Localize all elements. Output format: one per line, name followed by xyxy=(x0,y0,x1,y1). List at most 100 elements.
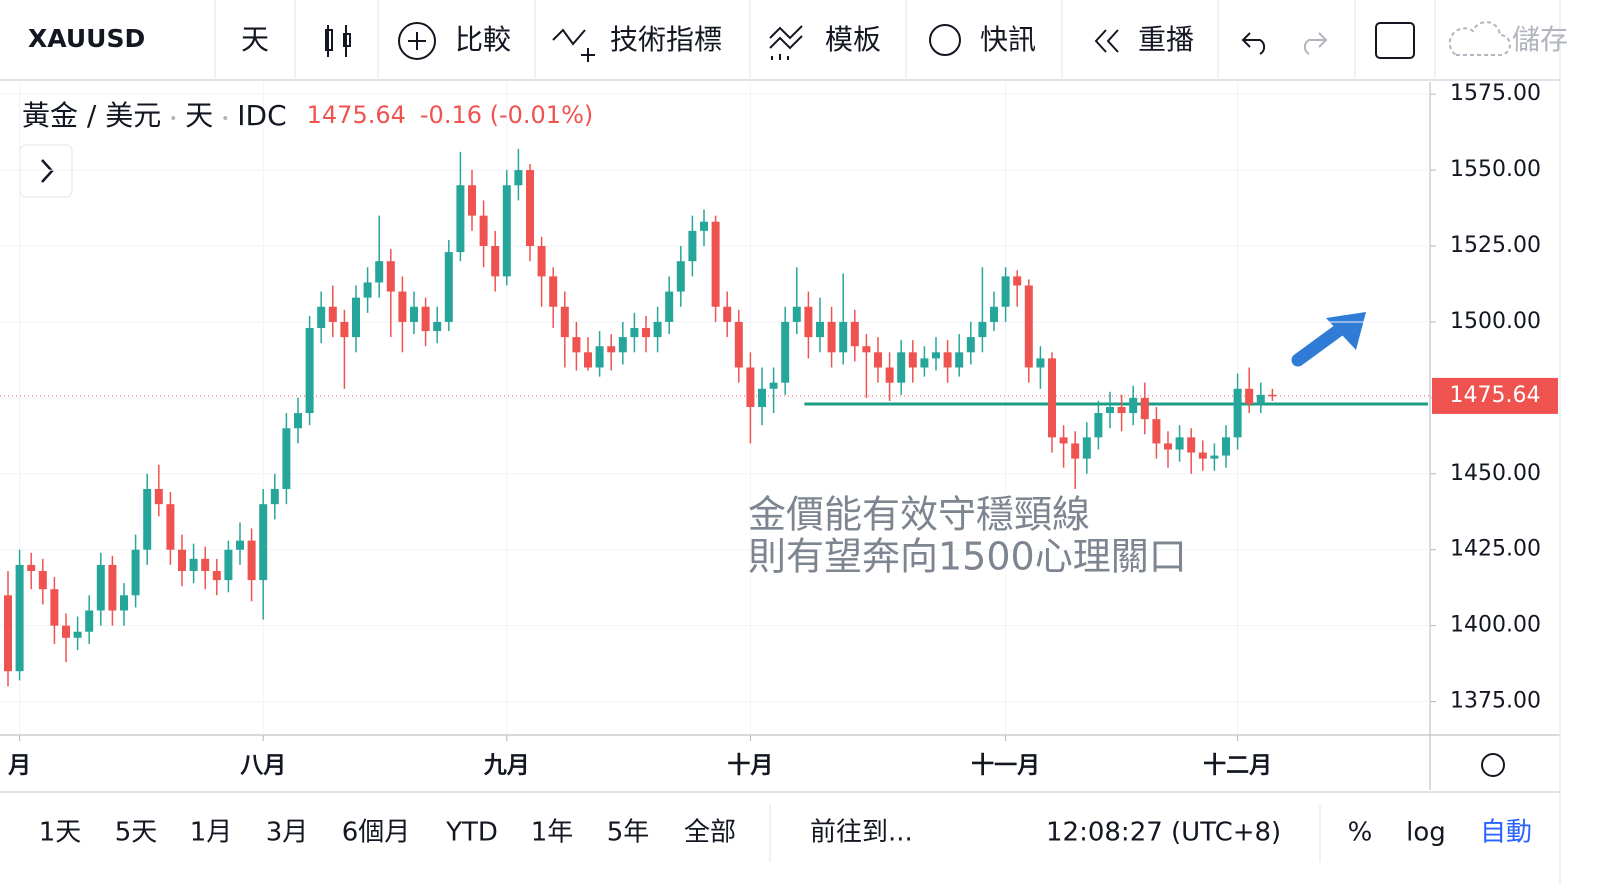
candle-body xyxy=(990,306,998,322)
candle-body xyxy=(595,346,604,368)
scale-option[interactable]: % xyxy=(1348,818,1373,848)
range-button[interactable]: 5天 xyxy=(115,818,158,848)
candle-body xyxy=(584,352,592,368)
range-button[interactable]: YTD xyxy=(445,818,498,848)
expand-button[interactable] xyxy=(19,144,73,198)
y-tick-label: 1575.00 xyxy=(1450,81,1541,106)
candle-body xyxy=(1198,452,1207,459)
symbol[interactable]: XAUUSD xyxy=(28,24,145,53)
candle-body xyxy=(827,321,836,353)
range-button[interactable]: 全部 xyxy=(684,818,736,848)
candle-body xyxy=(665,291,674,322)
candle-body xyxy=(862,346,871,353)
candle-body xyxy=(1268,394,1277,397)
redo-icon[interactable] xyxy=(1303,32,1328,55)
y-tick-label: 1400.00 xyxy=(1450,613,1541,638)
settings-icon[interactable] xyxy=(1481,753,1505,777)
legend-text: IDC xyxy=(237,99,286,132)
candle-body xyxy=(618,337,627,353)
scale-option[interactable]: 自動 xyxy=(1480,818,1532,848)
candle-body xyxy=(966,337,975,353)
range-button[interactable]: 1月 xyxy=(190,818,233,848)
candle-body xyxy=(1233,388,1242,438)
candle-body xyxy=(781,321,790,383)
candle-body xyxy=(955,352,964,368)
goto-button[interactable]: 前往到... xyxy=(810,818,913,848)
candle-body xyxy=(247,540,256,581)
candle-body xyxy=(1152,419,1161,444)
candle-body xyxy=(746,367,755,407)
legend-text: 黃金 / 美元 xyxy=(22,99,161,132)
toolbar-button[interactable]: 快訊 xyxy=(980,23,1036,56)
last-price-label: 1475.64 xyxy=(1450,383,1541,408)
candle-body xyxy=(642,328,650,338)
annotation-text: 金價能有效守穩頸線 xyxy=(748,493,1090,537)
legend-separator xyxy=(223,116,228,120)
scale-option[interactable]: log xyxy=(1406,818,1446,848)
candle-body xyxy=(468,185,476,216)
x-tick-label: 十月 xyxy=(727,753,773,779)
toolbar-button[interactable]: 儲存 xyxy=(1512,23,1568,56)
candle-body xyxy=(178,549,186,571)
candle-body xyxy=(560,306,569,338)
candle-body xyxy=(1175,437,1184,450)
toolbar-button[interactable]: 模板 xyxy=(825,23,881,56)
range-button[interactable]: 1天 xyxy=(39,818,82,848)
candle-body xyxy=(816,321,824,338)
candle-body xyxy=(1082,437,1091,459)
candle-body xyxy=(1106,406,1114,414)
range-button[interactable]: 5年 xyxy=(607,818,650,848)
candle-body xyxy=(1245,388,1254,404)
x-tick-label: 月 xyxy=(7,753,31,779)
candle-body xyxy=(1013,276,1022,286)
candle-body xyxy=(1024,285,1033,368)
undo-icon[interactable] xyxy=(1241,32,1266,55)
candle-body xyxy=(630,328,639,338)
candle-body xyxy=(932,352,940,359)
candle-body xyxy=(131,549,140,596)
candle-body xyxy=(537,246,546,277)
candle-body xyxy=(38,570,47,590)
candle-body xyxy=(189,558,198,571)
fullscreen-icon[interactable] xyxy=(1375,22,1415,59)
last-price-badge xyxy=(1432,377,1558,414)
chart-type-icon[interactable] xyxy=(325,25,351,57)
compare-plus xyxy=(408,32,426,50)
candle-body xyxy=(154,488,163,505)
candle-body xyxy=(212,570,221,581)
candle-body xyxy=(1164,443,1172,450)
candle-body xyxy=(398,291,407,322)
candle-body xyxy=(908,352,917,368)
interval-button[interactable]: 天 xyxy=(241,23,269,56)
toolbar-button[interactable]: 比較 xyxy=(455,23,511,56)
candle-body xyxy=(734,321,743,368)
candle-body xyxy=(502,185,511,277)
annotation-text: 則有望奔向1500心理關口 xyxy=(748,535,1187,579)
range-button[interactable]: 6個月 xyxy=(342,818,411,848)
legend-change: -0.16 (-0.01%) xyxy=(420,101,593,129)
candle-body xyxy=(201,558,210,571)
candle-body xyxy=(1222,437,1230,456)
candle-body xyxy=(1210,455,1219,459)
candle-body xyxy=(758,388,766,407)
x-tick-label: 九月 xyxy=(483,753,530,779)
candle-body xyxy=(166,504,175,550)
toolbar-button[interactable]: 重播 xyxy=(1138,23,1194,56)
candle-body xyxy=(1140,397,1149,420)
candle-body xyxy=(1094,413,1103,438)
candle-body xyxy=(444,252,453,322)
candle-body xyxy=(363,282,372,298)
candle-body xyxy=(1059,437,1068,444)
toolbar-button[interactable]: 技術指標 xyxy=(610,23,722,56)
range-button[interactable]: 3月 xyxy=(266,818,309,848)
candle-body xyxy=(526,170,534,247)
candle-body xyxy=(50,589,59,626)
candle-body xyxy=(491,246,500,277)
candle-body xyxy=(1071,443,1080,459)
candle-body xyxy=(514,170,523,186)
range-button[interactable]: 1年 xyxy=(531,818,574,848)
expand-icon xyxy=(41,159,54,183)
candle-body xyxy=(27,564,36,571)
